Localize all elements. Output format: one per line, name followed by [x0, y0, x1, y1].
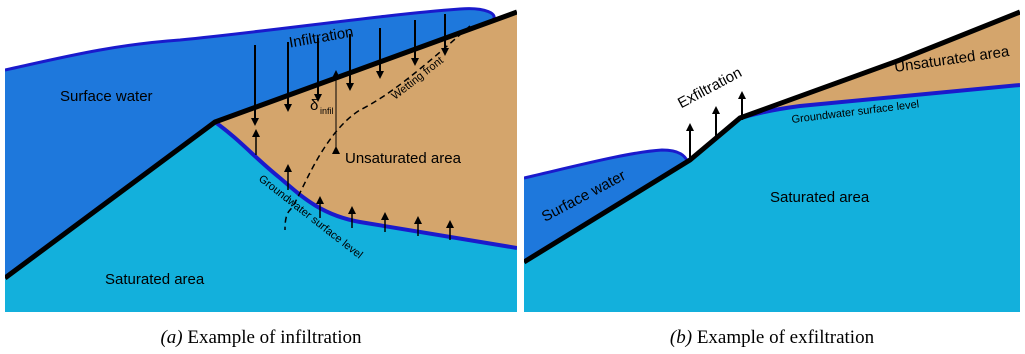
label: Saturated area: [770, 189, 870, 206]
caption: (a) Example of infiltration: [160, 327, 362, 348]
caption-prefix: (b): [670, 327, 692, 348]
label: Unsaturated area: [345, 150, 462, 167]
caption-text: Example of infiltration: [187, 327, 362, 348]
panel-a: Infiltration Surface water δ infil Wetti…: [5, 5, 517, 312]
panel-b: Exfiltration Surface water Unsaturated a…: [524, 5, 1020, 312]
label: Surface water: [60, 88, 153, 105]
caption: (b) Example of exfiltration: [670, 327, 875, 348]
label: δ: [310, 97, 318, 114]
figure: Infiltration Surface water δ infil Wetti…: [0, 0, 1025, 354]
caption-text: Example of exfiltration: [697, 327, 875, 348]
caption-prefix: (a): [160, 327, 182, 348]
label: infil: [320, 106, 334, 116]
label: Saturated area: [105, 271, 205, 288]
